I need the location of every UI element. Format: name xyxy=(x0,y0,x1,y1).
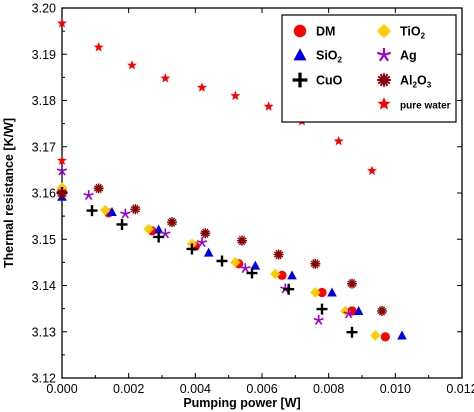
y-tick-label: 3.12 xyxy=(32,372,56,386)
point-dm xyxy=(317,287,327,298)
legend-marker-tio xyxy=(376,23,392,39)
legend-label-pure-water: pure water xyxy=(400,101,451,112)
point-ag xyxy=(196,237,208,248)
point-tio xyxy=(370,330,381,341)
y-tick-label: 3.14 xyxy=(32,279,56,293)
point-al xyxy=(57,188,67,199)
point-cuo xyxy=(316,303,328,315)
legend: DM TiO2 SiO2 Ag CuO Al2O3 pure water xyxy=(281,14,457,123)
point-tio xyxy=(310,287,321,298)
point-al xyxy=(273,249,284,260)
point-pure-water xyxy=(160,73,171,83)
point-al xyxy=(93,183,104,194)
y-tick-label: 3.20 xyxy=(32,2,56,16)
point-cuo xyxy=(346,326,358,338)
x-tick-label: 0.000 xyxy=(46,382,77,396)
point-al xyxy=(200,228,211,239)
point-cuo xyxy=(216,255,228,267)
legend-label-tio: TiO2 xyxy=(400,25,426,41)
point-cuo xyxy=(86,205,98,217)
x-tick-label: 0.008 xyxy=(313,382,344,396)
point-ag xyxy=(56,165,68,176)
point-pure-water xyxy=(57,18,67,28)
y-tick-label: 3.17 xyxy=(32,140,56,154)
legend-marker-pure-water xyxy=(377,96,391,110)
point-cuo xyxy=(283,283,295,295)
y-tick-label: 3.18 xyxy=(32,94,56,108)
point-sio xyxy=(327,287,337,297)
point-sio xyxy=(203,247,214,257)
point-sio xyxy=(287,270,297,280)
x-tick-label: 0.012 xyxy=(446,382,474,396)
legend-marker-cuo xyxy=(292,72,308,88)
point-sio xyxy=(153,224,164,234)
point-cuo xyxy=(153,231,165,243)
point-al xyxy=(347,278,357,289)
legend-box xyxy=(281,14,457,123)
legend-marker-sio xyxy=(293,48,307,61)
legend-label-ag: Ag xyxy=(400,49,417,63)
point-pure-water xyxy=(93,42,104,52)
point-ag xyxy=(120,208,131,219)
point-ag xyxy=(313,314,324,325)
x-tick-label: 0.010 xyxy=(380,382,411,396)
point-tio xyxy=(100,204,111,216)
point-pure-water xyxy=(230,90,241,101)
legend-label-dm: DM xyxy=(316,25,335,39)
point-pure-water xyxy=(367,165,377,176)
point-al xyxy=(237,235,247,246)
point-pure-water xyxy=(263,101,274,111)
y-tick-label: 3.13 xyxy=(32,325,56,339)
point-al xyxy=(130,204,141,215)
point-ag xyxy=(83,190,94,200)
point-tio xyxy=(270,268,281,280)
y-tick-label: 3.15 xyxy=(32,233,56,247)
point-ag xyxy=(160,228,171,239)
point-dm xyxy=(277,270,287,280)
y-tick-label: 3.16 xyxy=(32,187,56,201)
legend-label-sio: SiO2 xyxy=(316,49,343,65)
point-sio xyxy=(353,305,364,315)
point-cuo xyxy=(186,243,198,255)
y-tick-label: 3.19 xyxy=(32,48,56,62)
legend-label-cuo: CuO xyxy=(316,74,343,88)
x-tick-label: 0.004 xyxy=(180,382,211,396)
point-cuo xyxy=(246,267,258,279)
point-ag xyxy=(343,308,354,319)
x-tick-label: 0.006 xyxy=(246,382,277,396)
legend-marker-ag xyxy=(376,47,392,62)
x-axis-title: Pumping power [W] xyxy=(183,396,300,410)
point-pure-water xyxy=(57,155,67,165)
point-al xyxy=(167,217,177,228)
point-ag xyxy=(240,263,251,274)
point-al xyxy=(310,258,321,269)
point-pure-water xyxy=(127,60,137,70)
legend-marker-dm xyxy=(293,24,307,38)
legend-marker-al xyxy=(377,73,391,87)
point-sio xyxy=(250,260,261,270)
point-dm xyxy=(380,332,390,342)
point-sio xyxy=(107,206,117,216)
x-tick-label: 0.002 xyxy=(113,382,144,396)
point-sio xyxy=(397,330,407,340)
data-points xyxy=(56,18,407,342)
point-al xyxy=(377,305,387,316)
legend-label-al: Al2O3 xyxy=(400,74,432,90)
point-pure-water xyxy=(333,136,344,146)
point-cuo xyxy=(116,218,128,230)
point-tio xyxy=(143,223,154,235)
point-pure-water xyxy=(197,82,207,92)
y-axis-title: Thermal resistance [K/W] xyxy=(2,118,16,268)
point-tio xyxy=(230,257,241,268)
